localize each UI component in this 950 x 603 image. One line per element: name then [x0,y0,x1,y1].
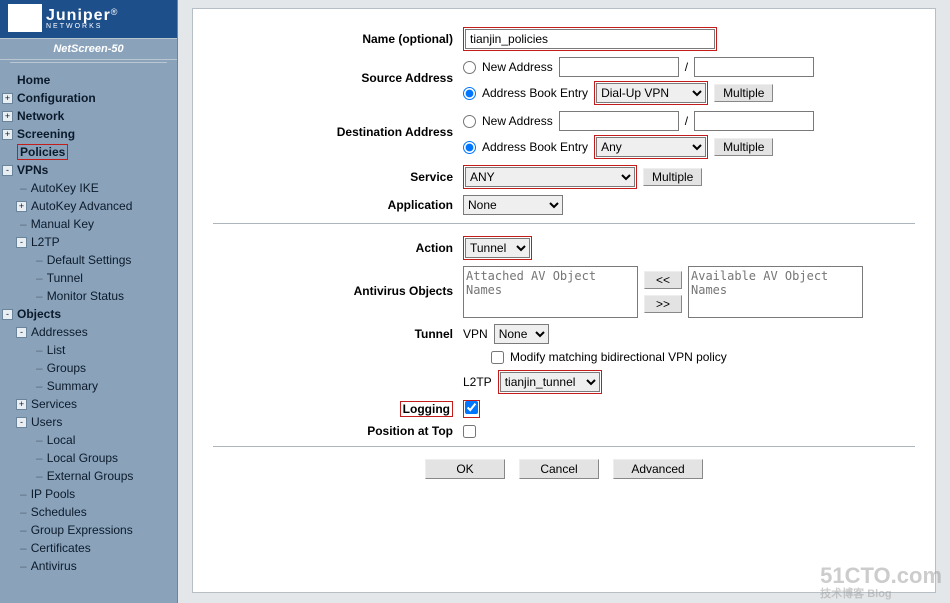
dst-book-radio[interactable] [463,141,476,154]
policy-form: Name (optional) Source Address New Addre… [192,8,936,593]
nav-autokey-ike[interactable]: AutoKey IKE [31,181,99,195]
src-multiple-button[interactable]: Multiple [714,84,773,102]
l2tp-select[interactable]: tianjin_tunnel [500,372,600,392]
nav-ip-pools[interactable]: IP Pools [31,487,75,501]
logging-label: Logging [400,401,453,417]
modify-bidir-label: Modify matching bidirectional VPN policy [510,350,727,364]
action-label: Action [213,241,463,255]
nav-addr-groups[interactable]: Groups [47,361,86,375]
nav-addr-list[interactable]: List [47,343,66,357]
service-select[interactable]: ANY [465,167,635,187]
av-move-left-button[interactable]: << [644,271,682,289]
dst-new-mask-input[interactable] [694,111,814,131]
dst-book-label: Address Book Entry [482,140,588,154]
position-label: Position at Top [213,424,463,438]
nav-home[interactable]: Home [17,73,50,87]
name-input[interactable] [465,29,715,49]
nav-users-extg[interactable]: External Groups [47,469,134,483]
dst-multiple-button[interactable]: Multiple [714,138,773,156]
application-select[interactable]: None [463,195,563,215]
av-attached-list[interactable] [463,266,638,318]
ok-button[interactable]: OK [425,459,505,479]
application-label: Application [213,198,463,212]
nav-addr-summary[interactable]: Summary [47,379,98,393]
nav-users-local[interactable]: Local [47,433,76,447]
expand-icon[interactable]: + [2,129,13,140]
src-new-radio[interactable] [463,61,476,74]
av-move-right-button[interactable]: >> [644,295,682,313]
dst-new-addr-input[interactable] [559,111,679,131]
sidebar: Juniper® NETWORKS NetScreen-50 Home + Con… [0,0,178,603]
expand-icon[interactable]: + [16,201,27,212]
collapse-icon[interactable]: - [16,237,27,248]
collapse-icon[interactable]: - [16,417,27,428]
advanced-button[interactable]: Advanced [613,459,703,479]
action-select[interactable]: Tunnel [465,238,530,258]
src-book-label: Address Book Entry [482,86,588,100]
nav-l2tp-monitor[interactable]: Monitor Status [47,289,124,303]
nav-schedules[interactable]: Schedules [31,505,87,519]
nav-group-expr[interactable]: Group Expressions [31,523,133,537]
cancel-button[interactable]: Cancel [519,459,599,479]
av-available-list[interactable] [688,266,863,318]
logo-text: Juniper® NETWORKS [46,7,117,30]
service-label: Service [213,170,463,184]
juniper-logo-icon [8,4,42,32]
destination-address-label: Destination Address [213,111,463,139]
src-book-select[interactable]: Dial-Up VPN [596,83,706,103]
l2tp-sublabel: L2TP [463,375,492,389]
src-new-mask-input[interactable] [694,57,814,77]
collapse-icon[interactable]: - [2,165,13,176]
name-label: Name (optional) [213,32,463,46]
nav-tree: Home +Configuration +Network +Screening … [0,65,177,575]
nav-users[interactable]: Users [31,415,62,429]
nav-autokey-advanced[interactable]: AutoKey Advanced [31,199,132,213]
dst-new-label: New Address [482,114,553,128]
position-top-checkbox[interactable] [463,425,476,438]
nav-users-localg[interactable]: Local Groups [47,451,118,465]
dst-book-select[interactable]: Any [596,137,706,157]
nav-services[interactable]: Services [31,397,77,411]
expand-icon[interactable]: + [2,111,13,122]
collapse-icon[interactable]: - [2,309,13,320]
nav-configuration[interactable]: Configuration [17,91,96,105]
src-new-label: New Address [482,60,553,74]
main-content: Name (optional) Source Address New Addre… [178,0,950,603]
model-label: NetScreen-50 [0,38,177,60]
modify-bidir-checkbox[interactable] [491,351,504,364]
nav-l2tp-tunnel[interactable]: Tunnel [47,271,83,285]
antivirus-objects-label: Antivirus Objects [213,266,463,298]
nav-network[interactable]: Network [17,109,64,123]
src-new-addr-input[interactable] [559,57,679,77]
vpn-sublabel: VPN [463,327,488,341]
nav-l2tp-default[interactable]: Default Settings [47,253,132,267]
vpn-select[interactable]: None [494,324,549,344]
nav-policies-highlight: Policies [17,144,68,160]
expand-icon[interactable]: + [16,399,27,410]
nav-l2tp[interactable]: L2TP [31,235,60,249]
nav-policies[interactable]: Policies [20,145,65,159]
expand-icon[interactable]: + [2,93,13,104]
tunnel-label: Tunnel [213,327,463,341]
logo: Juniper® NETWORKS [0,0,177,38]
nav-screening[interactable]: Screening [17,127,75,141]
service-multiple-button[interactable]: Multiple [643,168,702,186]
nav-objects[interactable]: Objects [17,307,61,321]
src-book-radio[interactable] [463,87,476,100]
nav-addresses[interactable]: Addresses [31,325,88,339]
collapse-icon[interactable]: - [16,327,27,338]
nav-antivirus[interactable]: Antivirus [31,559,77,573]
nav-manual-key[interactable]: Manual Key [31,217,94,231]
nav-vpns[interactable]: VPNs [17,163,48,177]
dst-new-radio[interactable] [463,115,476,128]
nav-certificates[interactable]: Certificates [31,541,91,555]
source-address-label: Source Address [213,57,463,85]
logging-checkbox[interactable] [465,401,478,414]
